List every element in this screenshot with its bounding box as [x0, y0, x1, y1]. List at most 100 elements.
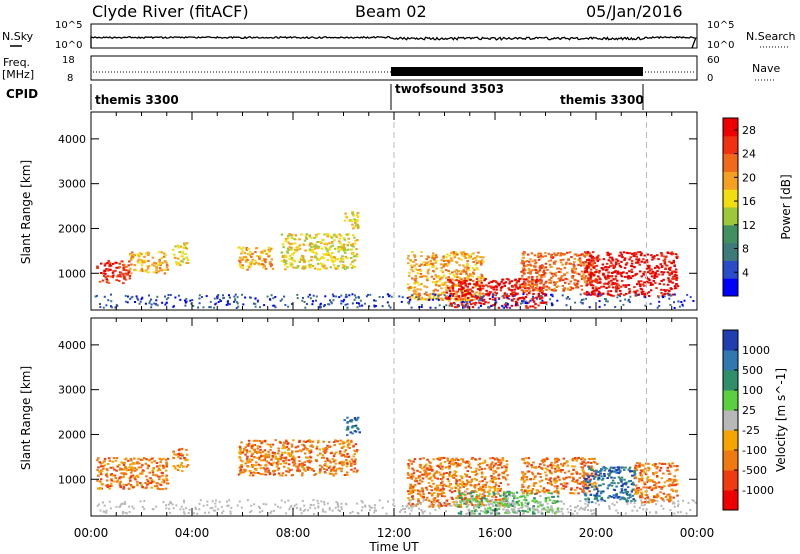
cpid-segment-2: twofsound 3503 [395, 82, 504, 96]
velocity-colorbar-ticks: 1000 500 100 25 -25 -100 -500 -1000 [734, 344, 774, 497]
data-patch-3 [171, 242, 190, 267]
colorbar-swatch [723, 153, 738, 172]
velocity-panel: 1000 2000 3000 4000 Slant Range [km] [19, 317, 698, 517]
nsearch-tick-top: 10^5 [707, 20, 734, 31]
x-tick-label: 16:00 [478, 526, 513, 540]
colorbar-tick-label: 28 [742, 124, 756, 137]
colorbar-tick-label: 16 [742, 195, 756, 208]
power-panel: 1000 2000 3000 4000 Slant Range [km] [19, 111, 698, 311]
nave-trace [391, 67, 643, 76]
power-colorbar-frame [722, 117, 739, 297]
power-colorbar-swatches [723, 118, 738, 297]
data-patch-10 [583, 251, 680, 298]
y-tick-label: 2000 [58, 428, 86, 441]
colorbar-swatch [723, 390, 738, 411]
colorbar-swatch [723, 370, 738, 391]
freq-tick-top: 18 [62, 55, 75, 66]
data-patch-1 [96, 260, 132, 285]
colorbar-tick-label: 20 [742, 171, 756, 184]
x-tick-label: 20:00 [579, 526, 614, 540]
nsky-label: N.Sky [2, 30, 34, 43]
x-tick-label: 00:00 [74, 526, 109, 540]
data-patch-2 [172, 447, 190, 473]
data-patch-3 [237, 439, 359, 477]
data-patch-8 [444, 277, 548, 309]
colorbar-tick-label: 24 [742, 148, 756, 161]
colorbar-tick-label: 500 [742, 364, 763, 377]
freq-tick-bottom: 8 [67, 73, 73, 84]
colorbar-tick-label: 25 [742, 404, 756, 417]
nsky-trace [90, 35, 697, 49]
y-tick-label: 1000 [58, 267, 86, 280]
beam-label: Beam 02 [355, 2, 427, 21]
velocity-colorbar-swatches [723, 330, 738, 511]
freq-unit: [MHz] [2, 68, 34, 81]
colorbar-swatch [723, 242, 738, 261]
y-tick-label: 4000 [58, 339, 86, 352]
velocity-colorbar-frame [722, 329, 739, 511]
x-tick-label: 04:00 [175, 526, 210, 540]
power-colorbar-ticks: 4 8 12 16 20 24 28 [734, 124, 756, 279]
data-patch-4 [343, 416, 361, 437]
nsearch-tick-bottom: 10^0 [707, 40, 734, 51]
colorbar-swatch [723, 260, 738, 279]
colorbar-swatch [723, 207, 738, 226]
data-patch-5 [406, 456, 510, 508]
velocity-ylabel: Slant Range [km] [19, 366, 33, 470]
x-tick-labels: 00:00 04:00 08:00 12:00 16:00 20:00 00:00 [74, 526, 715, 540]
colorbar-swatch [723, 118, 738, 137]
nsky-frame [90, 23, 698, 49]
colorbar-swatch [723, 430, 738, 451]
colorbar-tick-label: -25 [742, 424, 760, 437]
freq-panel: Freq. [MHz] 18 8 60 0 Nave [2, 55, 780, 84]
power-ylabel: Slant Range [km] [19, 160, 33, 264]
velocity-axes: 1000 2000 3000 4000 [58, 318, 698, 516]
nsearch-label: N.Search [746, 30, 796, 43]
y-tick-label: 4000 [58, 133, 86, 146]
data-patch-7 [406, 251, 485, 302]
ground-scatter [94, 293, 695, 309]
colorbar-tick-label: 8 [742, 243, 749, 256]
colorbar-swatch [723, 171, 738, 190]
nave-tick-top: 60 [707, 55, 720, 66]
colorbar-swatch [723, 224, 738, 244]
y-tick-label: 3000 [58, 178, 86, 191]
freq-frame [90, 55, 698, 81]
colorbar-tick-label: 1000 [742, 344, 770, 357]
colorbar-tick-label: -500 [742, 464, 767, 477]
cpid-segment-1: themis 3300 [95, 93, 179, 107]
data-patch-5 [280, 233, 359, 271]
cpid-segment-3: themis 3300 [560, 93, 644, 107]
velocity-colorbar: 1000 500 100 25 -25 -100 -500 -1000 Velocity [m… [722, 329, 788, 511]
power-data-layer [94, 210, 695, 309]
power-colorbar: 4 8 12 16 20 24 28 Power [dB] [722, 117, 793, 297]
nsky-tick-bottom: 10^0 [55, 40, 82, 51]
data-patch-6 [343, 210, 360, 230]
freq-label: Freq. [3, 56, 30, 69]
power-axes: 1000 2000 3000 4000 [58, 112, 698, 310]
data-patch-9 [634, 462, 679, 504]
colorbar-swatch [723, 189, 738, 208]
colorbar-swatch [723, 410, 738, 431]
x-tick-label: 12:00 [377, 526, 412, 540]
data-patch-8 [583, 466, 637, 504]
colorbar-tick-label: 100 [742, 384, 763, 397]
x-axis-label: Time UT [368, 540, 419, 554]
data-patch-1 [96, 457, 170, 491]
power-colorbar-label: Power [dB] [779, 174, 793, 239]
colorbar-tick-label: 4 [742, 266, 749, 279]
colorbar-swatch [723, 470, 738, 491]
nsky-tick-top: 10^5 [55, 20, 82, 31]
nave-tick-bottom: 0 [707, 73, 713, 84]
colorbar-swatch [723, 135, 738, 155]
velocity-data-layer [96, 416, 697, 515]
colorbar-tick-label: -100 [742, 444, 767, 457]
nave-label: Nave [752, 62, 780, 75]
x-tick-label: 00:00 [680, 526, 715, 540]
nsky-panel: N.Sky 10^5 10^0 10^5 10^0 N.Search [2, 20, 796, 51]
colorbar-tick-label: 12 [742, 219, 756, 232]
colorbar-swatch [723, 490, 738, 511]
y-tick-label: 3000 [58, 384, 86, 397]
y-tick-label: 1000 [58, 473, 86, 486]
